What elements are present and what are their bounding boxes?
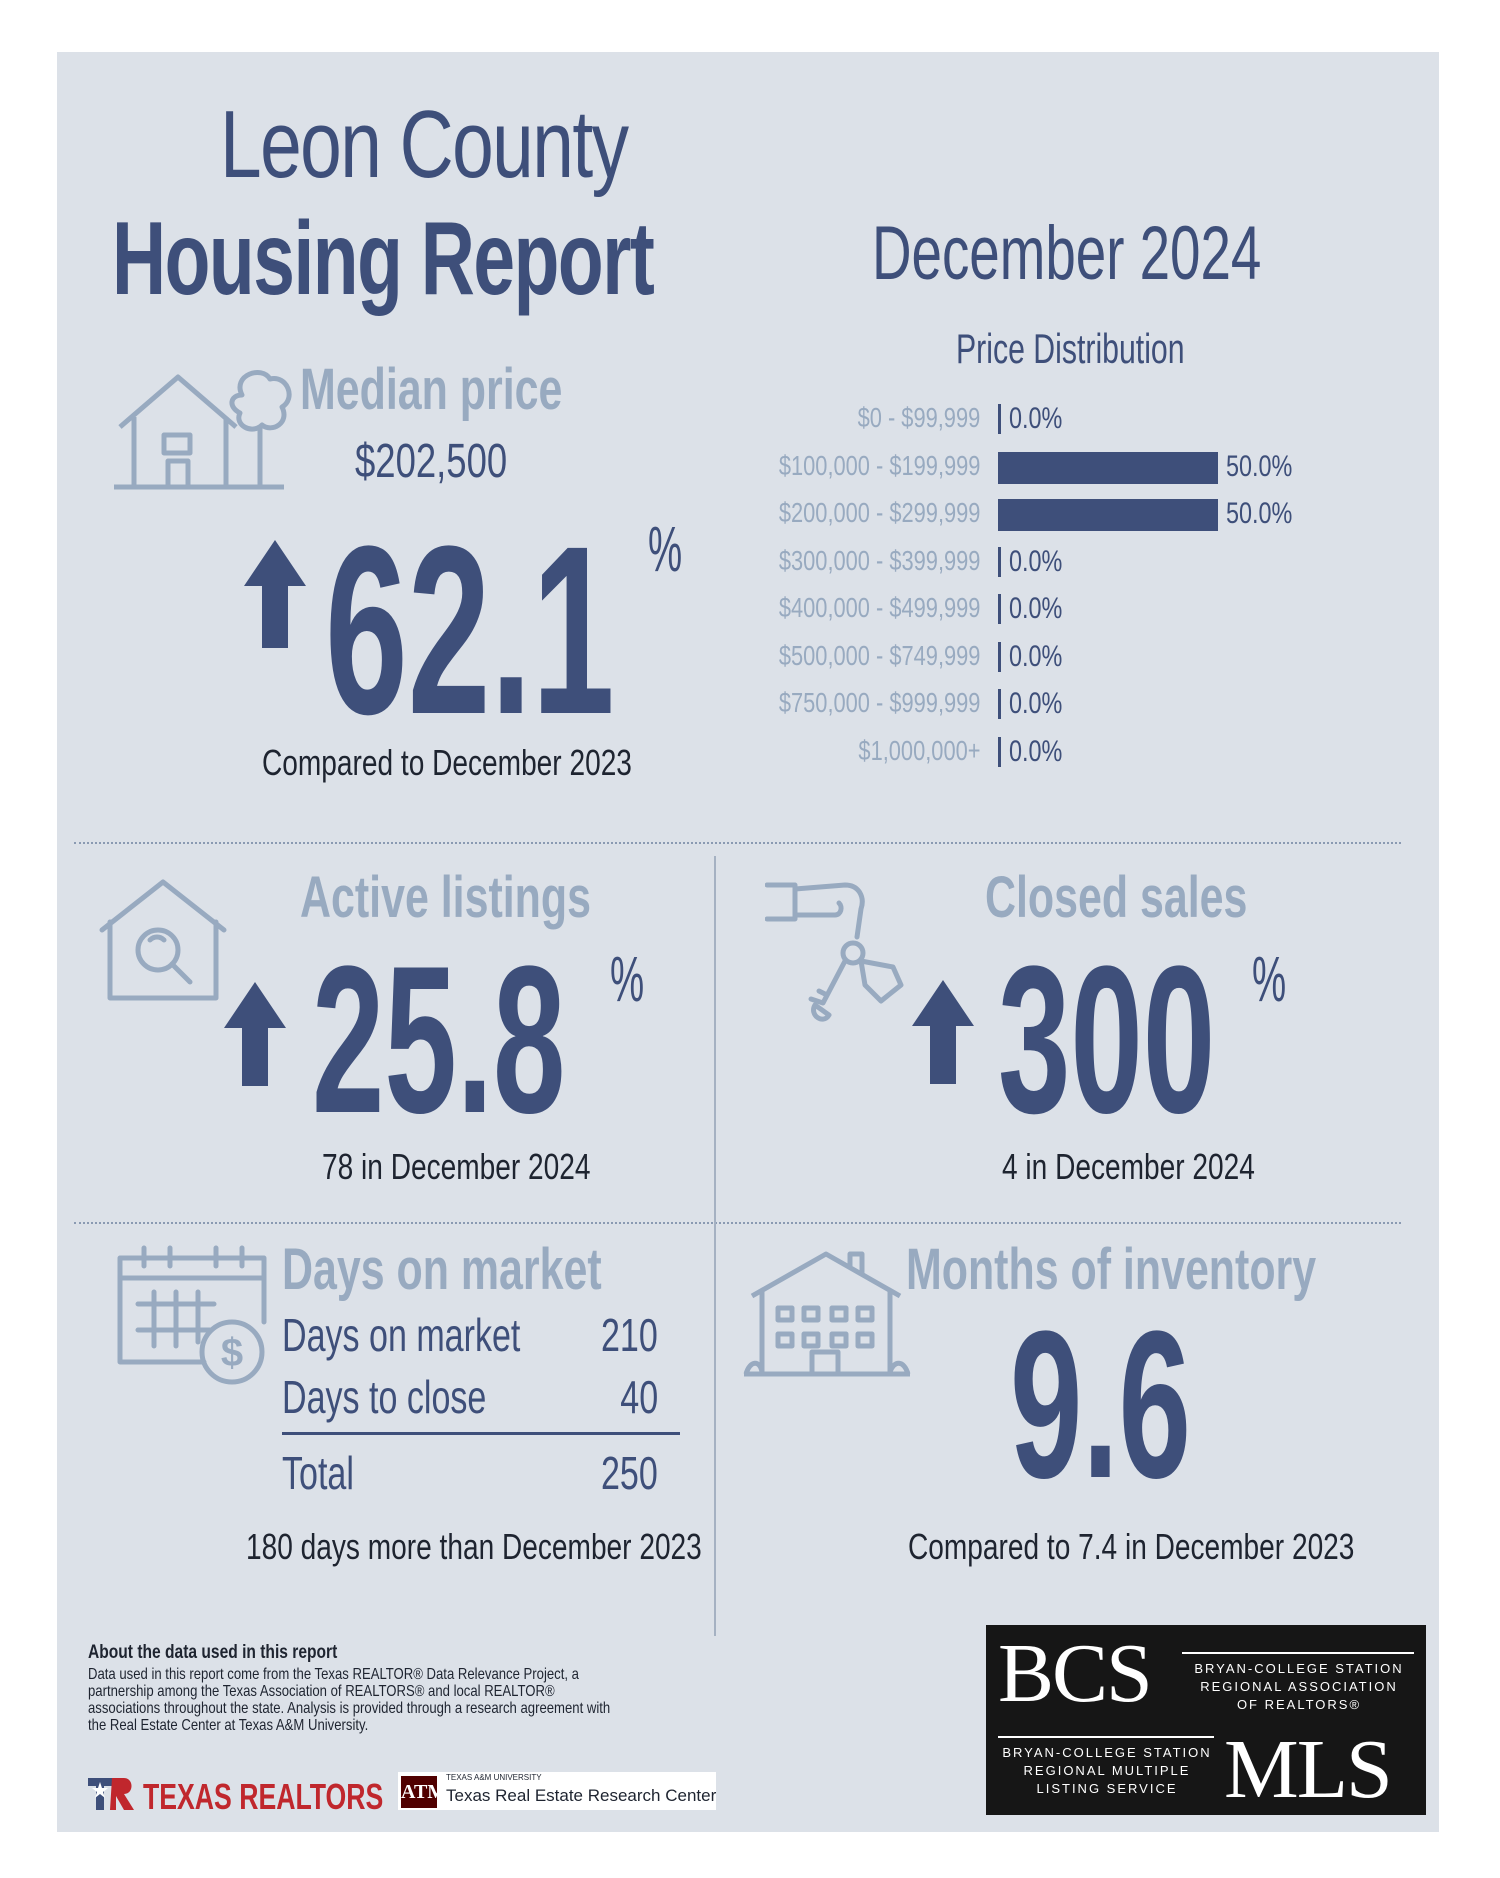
hand-with-keys-icon: [765, 882, 904, 1022]
bcs-mls-logo: [986, 1625, 1426, 1815]
column-divider: [714, 856, 716, 1636]
distribution-range-label: $300,000 - $399,999: [778, 544, 980, 576]
closed-sales-heading: Closed sales: [985, 865, 1248, 930]
calendar-dollar-icon: $: [117, 1245, 267, 1385]
distribution-bar: [998, 404, 1001, 434]
logo-rule: [998, 1736, 1214, 1738]
months-inventory-heading: Months of inventory: [906, 1237, 1317, 1302]
distribution-value-label: 0.0%: [1009, 544, 1063, 578]
distribution-row: $200,000 - $299,999 50.0%: [0, 497, 1500, 537]
bcs-logo-text: BCS: [998, 1627, 1153, 1720]
distribution-value-label: 0.0%: [1009, 402, 1063, 435]
distribution-bar: [998, 689, 1001, 719]
distribution-bar: [998, 451, 1218, 484]
days-to-close-value: 40: [620, 1371, 658, 1423]
days-on-market-caption: 180 days more than December 2023: [246, 1526, 702, 1567]
total-rule: [282, 1432, 680, 1435]
price-distribution-title: Price Distribution: [956, 325, 1185, 372]
report-panel: [57, 52, 1439, 1832]
distribution-range-label: $500,000 - $749,999: [778, 639, 980, 671]
up-arrow-icon: [224, 982, 286, 1086]
closed-sales-change: 300: [998, 922, 1216, 1157]
distribution-value-label: 0.0%: [1009, 687, 1063, 720]
about-heading: About the data used in this report: [88, 1642, 338, 1663]
tamu-logo-mark: ATM: [401, 1776, 446, 1808]
distribution-row: $750,000 - $999,999 0.0%: [0, 687, 1500, 727]
house-magnifier-icon: [99, 879, 227, 1001]
title-line-1: Leon County: [220, 91, 629, 198]
closed-sales-pct-sign: %: [1252, 943, 1287, 1015]
median-price-caption: Compared to December 2023: [262, 742, 632, 783]
logo-rule: [1182, 1652, 1414, 1654]
days-to-close-label: Days to close: [282, 1371, 487, 1423]
months-inventory-caption: Compared to 7.4 in December 2023: [908, 1526, 1355, 1567]
median-price-pct-sign: %: [648, 513, 683, 585]
distribution-value-label: 0.0%: [1009, 734, 1063, 768]
active-listings-heading: Active listings: [300, 865, 591, 930]
active-listings-caption: 78 in December 2024: [322, 1146, 591, 1187]
distribution-row: $100,000 - $199,999 50.0%: [0, 450, 1500, 490]
distribution-row: $400,000 - $499,999 0.0%: [0, 592, 1500, 632]
distribution-value-label: 0.0%: [1009, 592, 1063, 625]
distribution-bar: [998, 736, 1001, 767]
about-body: Data used in this report come from the T…: [88, 1666, 611, 1734]
distribution-range-label: $0 - $99,999: [857, 402, 980, 433]
mls-service-text: BRYAN-COLLEGE STATION REGIONAL MULTIPLE …: [1002, 1745, 1212, 1796]
apartment-building-icon: [743, 1251, 911, 1377]
total-label: Total: [282, 1447, 354, 1499]
distribution-row: $0 - $99,999 0.0%: [0, 402, 1500, 442]
months-inventory-value: 9.6: [1010, 1287, 1192, 1522]
distribution-row: $300,000 - $399,999 0.0%: [0, 545, 1500, 585]
distribution-range-label: $200,000 - $299,999: [778, 497, 980, 528]
section-divider: [74, 1222, 1401, 1224]
mls-logo-text: MLS: [1224, 1723, 1393, 1816]
distribution-range-label: $750,000 - $999,999: [778, 687, 980, 718]
tamu-center-label: Texas Real Estate Research Center: [446, 1786, 717, 1805]
distribution-bar: [998, 499, 1218, 531]
distribution-range-label: $400,000 - $499,999: [778, 592, 980, 623]
active-listings-change: 25.8: [312, 922, 566, 1157]
active-listings-pct-sign: %: [610, 943, 645, 1015]
distribution-range-label: $100,000 - $199,999: [778, 449, 980, 481]
distribution-value-label: 50.0%: [1226, 497, 1293, 530]
report-month-year: December 2024: [872, 211, 1262, 296]
svg-text:$: $: [221, 1331, 243, 1375]
distribution-bar: [998, 546, 1001, 577]
bcs-association-text: BRYAN-COLLEGE STATION REGIONAL ASSOCIATI…: [1194, 1661, 1404, 1712]
distribution-row: $1,000,000+ 0.0%: [0, 735, 1500, 775]
closed-sales-caption: 4 in December 2024: [1002, 1146, 1255, 1187]
median-price-value: $202,500: [355, 435, 508, 488]
tamu-logo: [398, 1772, 716, 1810]
distribution-range-label: $1,000,000+: [857, 734, 980, 766]
distribution-value-label: 50.0%: [1226, 449, 1293, 483]
section-divider: [74, 842, 1401, 844]
texas-realtors-logo-mark: [88, 1778, 134, 1810]
median-price-heading: Median price: [300, 357, 563, 422]
distribution-row: $500,000 - $749,999 0.0%: [0, 640, 1500, 680]
title-line-2: Housing Report: [112, 201, 655, 317]
house-with-tree-icon: [114, 369, 292, 490]
up-arrow-icon: [912, 980, 974, 1084]
distribution-value-label: 0.0%: [1009, 639, 1063, 673]
texas-realtors-logo-text: TEXAS REALTORS: [143, 1776, 384, 1817]
days-on-market-heading: Days on market: [282, 1237, 602, 1302]
tamu-small-label: TEXAS A&M UNIVERSITY: [446, 1773, 542, 1782]
dom-row-label: Days on market: [282, 1309, 521, 1361]
distribution-bar: [998, 641, 1001, 672]
median-price-change: 62.1: [325, 496, 615, 764]
dom-row-value: 210: [601, 1309, 658, 1361]
distribution-bar: [998, 594, 1001, 624]
total-value: 250: [601, 1447, 658, 1499]
up-arrow-icon: [244, 540, 306, 648]
